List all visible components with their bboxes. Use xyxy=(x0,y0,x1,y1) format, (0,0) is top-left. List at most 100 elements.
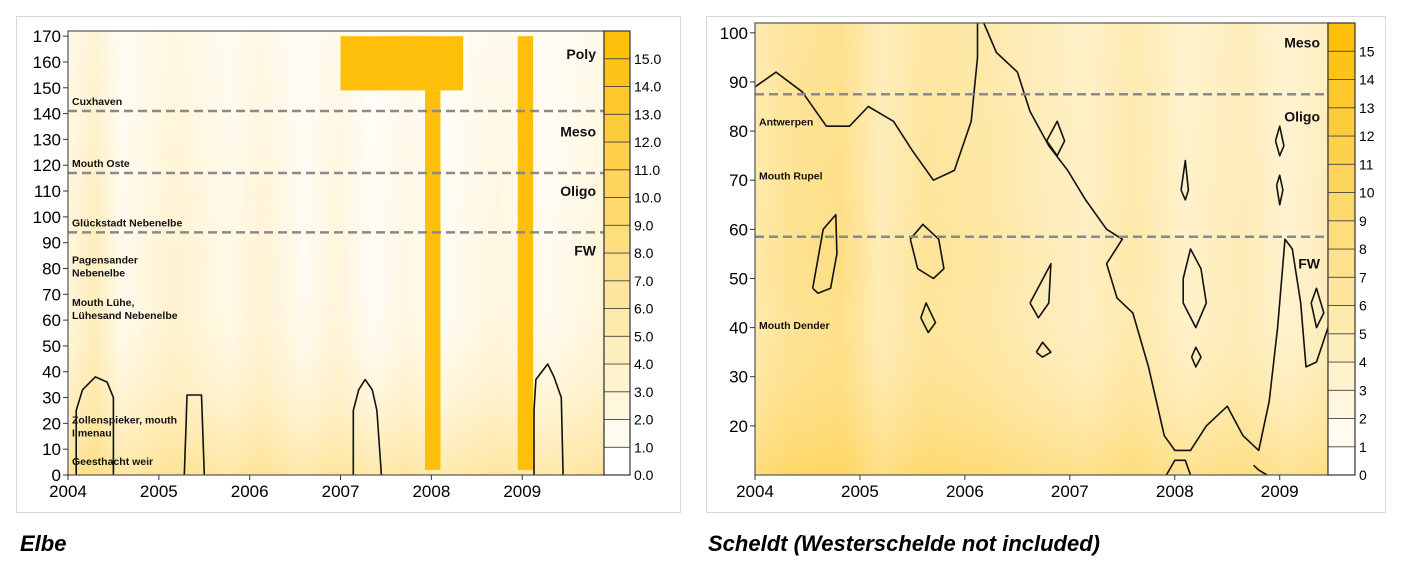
colorbar-tick-label-4: 4 xyxy=(1359,354,1367,370)
y-tick-label-3: 50 xyxy=(729,269,748,288)
x-tick-label-5: 2009 xyxy=(1261,482,1299,501)
y-tick-label-16: 160 xyxy=(33,53,61,72)
y-tick-label-2: 40 xyxy=(729,319,748,338)
y-tick-label-4: 60 xyxy=(729,220,748,239)
y-tick-label-15: 150 xyxy=(33,79,61,98)
contour-line-6 xyxy=(1029,262,1052,319)
x-tick-label-4: 2008 xyxy=(412,482,450,501)
contour-line-15 xyxy=(1252,464,1268,476)
y-tick-label-14: 140 xyxy=(33,105,61,124)
colorbar-cell-14 xyxy=(1327,50,1356,80)
colorbar-cell-9 xyxy=(1327,192,1356,222)
colorbar-tick-label-10: 10.0 xyxy=(634,190,661,206)
colorbar-tick-label-1: 1 xyxy=(1359,439,1367,455)
y-tick-label-1: 10 xyxy=(42,440,61,459)
x-tick-label-0: 2004 xyxy=(49,482,87,501)
contour-line-8 xyxy=(1180,159,1190,201)
contour-line-14 xyxy=(1165,459,1192,476)
contour-line-5 xyxy=(1045,120,1066,157)
contour-line-2 xyxy=(811,213,838,294)
colorbar-tick-label-14: 14.0 xyxy=(634,79,661,95)
contour-line-1 xyxy=(183,394,206,476)
x-tick-label-2: 2006 xyxy=(946,482,984,501)
heatmap-shading xyxy=(755,23,1328,475)
zone-label-0: Meso xyxy=(1284,35,1320,51)
colorbar-tick-label-6: 6 xyxy=(1359,298,1367,314)
colorbar-tick-label-9: 9 xyxy=(1359,213,1367,229)
colorbar-tick-label-3: 3 xyxy=(1359,382,1367,398)
boundary-label-2: Glückstadt Nebenelbe xyxy=(72,217,182,229)
elbe-heatmap-chart: Cuxhaven Mouth Oste Glückstadt Nebenelbe Pa… xyxy=(33,27,662,501)
colorbar-tick-label-13: 13.0 xyxy=(634,106,661,122)
location-label-0: Antwerpen xyxy=(759,116,813,128)
location-label-2: Mouth Dender xyxy=(759,320,830,332)
colorbar-tick-label-8: 8 xyxy=(1359,241,1367,257)
colorbar-tick-label-15: 15.0 xyxy=(634,51,661,67)
colorbar-tick-label-3: 3.0 xyxy=(634,384,654,400)
colorbar-cell-10 xyxy=(1327,163,1356,193)
y-tick-label-7: 70 xyxy=(42,285,61,304)
boundary-label-1: Mouth Oste xyxy=(72,158,130,170)
y-tick-label-7: 90 xyxy=(729,73,748,92)
location-label-1: Mouth Lühe, Lühesand Nebenelbe xyxy=(72,297,178,322)
x-tick-label-4: 2008 xyxy=(1156,482,1194,501)
colorbar-frame xyxy=(603,30,631,476)
colorbar-cell-9 xyxy=(603,197,631,226)
contour-line-0 xyxy=(754,23,979,181)
y-tick-label-9: 90 xyxy=(42,234,61,253)
colorbar-cell-1 xyxy=(603,419,631,448)
colorbar-cell-6 xyxy=(603,280,631,309)
y-tick-label-6: 80 xyxy=(729,122,748,141)
colorbar-tick-label-7: 7.0 xyxy=(634,273,654,289)
location-label-3: Geesthacht weir xyxy=(72,456,153,468)
location-label-2: Zollenspieker, mouth Ilmenau xyxy=(72,414,177,439)
y-tick-label-3: 30 xyxy=(42,389,61,408)
colorbar-cell-13 xyxy=(1327,79,1356,109)
colorbar-tick-label-10: 10 xyxy=(1359,185,1375,201)
salinity-bar-1 xyxy=(425,90,441,470)
colorbar-cell-0 xyxy=(603,446,631,476)
colorbar-cell-1 xyxy=(1327,418,1356,448)
colorbar-cell-5 xyxy=(603,308,631,337)
colorbar-tick-label-12: 12.0 xyxy=(634,134,661,150)
zone-label-1: Meso xyxy=(560,124,596,140)
x-tick-label-1: 2005 xyxy=(140,482,178,501)
colorbar-tick-label-7: 7 xyxy=(1359,269,1367,285)
y-tick-label-5: 50 xyxy=(42,337,61,356)
colorbar-frame xyxy=(1327,22,1356,476)
zone-label-3: FW xyxy=(574,242,597,258)
salinity-bar-2 xyxy=(517,36,534,470)
heatmap-shading xyxy=(68,31,604,475)
colorbar-cell-2 xyxy=(1327,389,1356,419)
colorbar-tick-label-5: 5 xyxy=(1359,326,1367,342)
colorbar-tick-label-4: 4.0 xyxy=(634,356,654,372)
colorbar-tick-label-11: 11.0 xyxy=(634,162,660,178)
contour-line-10 xyxy=(1190,346,1202,368)
zone-label-1: Oligo xyxy=(1284,108,1320,124)
y-tick-label-5: 70 xyxy=(729,171,748,190)
elbe-panel: Cuxhaven Mouth Oste Glückstadt Nebenelbe Pa… xyxy=(16,16,681,513)
y-tick-label-8: 100 xyxy=(720,24,748,43)
contour-line-13 xyxy=(1310,287,1325,329)
y-tick-label-17: 170 xyxy=(33,27,61,46)
colorbar-cell-12 xyxy=(1327,107,1356,137)
colorbar-cell-15 xyxy=(603,30,631,60)
colorbar-cell-15 xyxy=(1327,22,1356,52)
colorbar-tick-label-0: 0 xyxy=(1359,467,1367,483)
zone-label-0: Poly xyxy=(566,46,596,62)
colorbar-tick-label-11: 11 xyxy=(1359,156,1374,172)
y-tick-label-0: 20 xyxy=(729,417,748,436)
contour-line-1 xyxy=(983,22,1329,452)
colorbar-tick-label-0: 0.0 xyxy=(634,467,654,483)
colorbar-cell-13 xyxy=(603,86,631,115)
colorbar-cell-7 xyxy=(1327,248,1356,278)
x-tick-label-3: 2007 xyxy=(322,482,360,501)
colorbar-tick-label-15: 15 xyxy=(1359,43,1375,59)
colorbar-cell-4 xyxy=(1327,333,1356,363)
contour-line-0 xyxy=(75,376,115,475)
scheldt-heatmap-chart: Antwerpen Mouth Rupel Mouth Dender Meso Olig… xyxy=(720,22,1375,501)
colorbar-cell-4 xyxy=(603,335,631,365)
y-tick-label-11: 110 xyxy=(34,182,61,201)
elbe-caption: Elbe xyxy=(20,531,67,556)
colorbar-tick-label-2: 2.0 xyxy=(634,412,654,428)
